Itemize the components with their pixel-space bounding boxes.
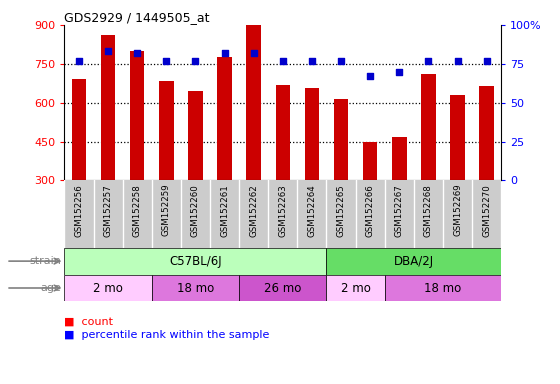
Point [424,58,433,64]
Point [453,58,462,64]
Text: 18 mo: 18 mo [177,281,214,295]
Bar [385,275,501,301]
Text: GSM152268: GSM152268 [424,184,433,237]
Point [162,58,171,64]
Bar [130,51,144,180]
Text: DBA/2J: DBA/2J [394,255,434,268]
Text: ■  percentile rank within the sample: ■ percentile rank within the sample [64,330,270,340]
Text: 26 mo: 26 mo [264,281,301,295]
Text: GSM152263: GSM152263 [278,184,287,237]
Point [482,58,491,64]
Bar [64,275,152,301]
Text: GSM152261: GSM152261 [220,184,229,237]
Bar [305,88,319,180]
Text: GSM152256: GSM152256 [74,184,83,237]
Text: GSM152266: GSM152266 [366,184,375,237]
Text: GSM152257: GSM152257 [104,184,113,237]
Point [74,58,83,64]
Bar [217,57,232,180]
Bar [326,248,501,275]
Point [220,50,229,56]
Point [337,58,346,64]
Bar [421,74,436,180]
Bar [101,35,115,180]
Bar [188,91,203,180]
Text: 2 mo: 2 mo [93,281,123,295]
Bar [326,275,385,301]
Bar [64,248,326,275]
Point [395,68,404,74]
Text: GSM152259: GSM152259 [162,184,171,237]
Text: GSM152264: GSM152264 [307,184,316,237]
Bar [239,275,326,301]
Bar [392,137,407,180]
Text: C57BL/6J: C57BL/6J [169,255,222,268]
Bar [152,275,239,301]
Bar [72,79,86,180]
Bar [159,81,174,180]
Text: strain: strain [30,256,62,266]
Point [249,50,258,56]
Bar [276,84,290,180]
Text: GSM152262: GSM152262 [249,184,258,237]
Bar [479,86,494,180]
Point [307,58,316,64]
Bar [334,99,348,180]
Bar [450,95,465,180]
Point [104,48,113,55]
Text: GDS2929 / 1449505_at: GDS2929 / 1449505_at [64,11,210,24]
Point [278,58,287,64]
Text: GSM152267: GSM152267 [395,184,404,237]
Text: GSM152260: GSM152260 [191,184,200,237]
Text: ■  count: ■ count [64,317,113,327]
Text: 18 mo: 18 mo [424,281,461,295]
Text: 2 mo: 2 mo [340,281,371,295]
Point [191,58,200,64]
Point [366,73,375,79]
Point [133,50,142,56]
Bar [363,142,377,180]
Text: GSM152270: GSM152270 [482,184,491,237]
Bar [246,25,261,180]
Text: GSM152258: GSM152258 [133,184,142,237]
Text: age: age [41,283,62,293]
Text: GSM152265: GSM152265 [337,184,346,237]
Text: GSM152269: GSM152269 [453,184,462,237]
